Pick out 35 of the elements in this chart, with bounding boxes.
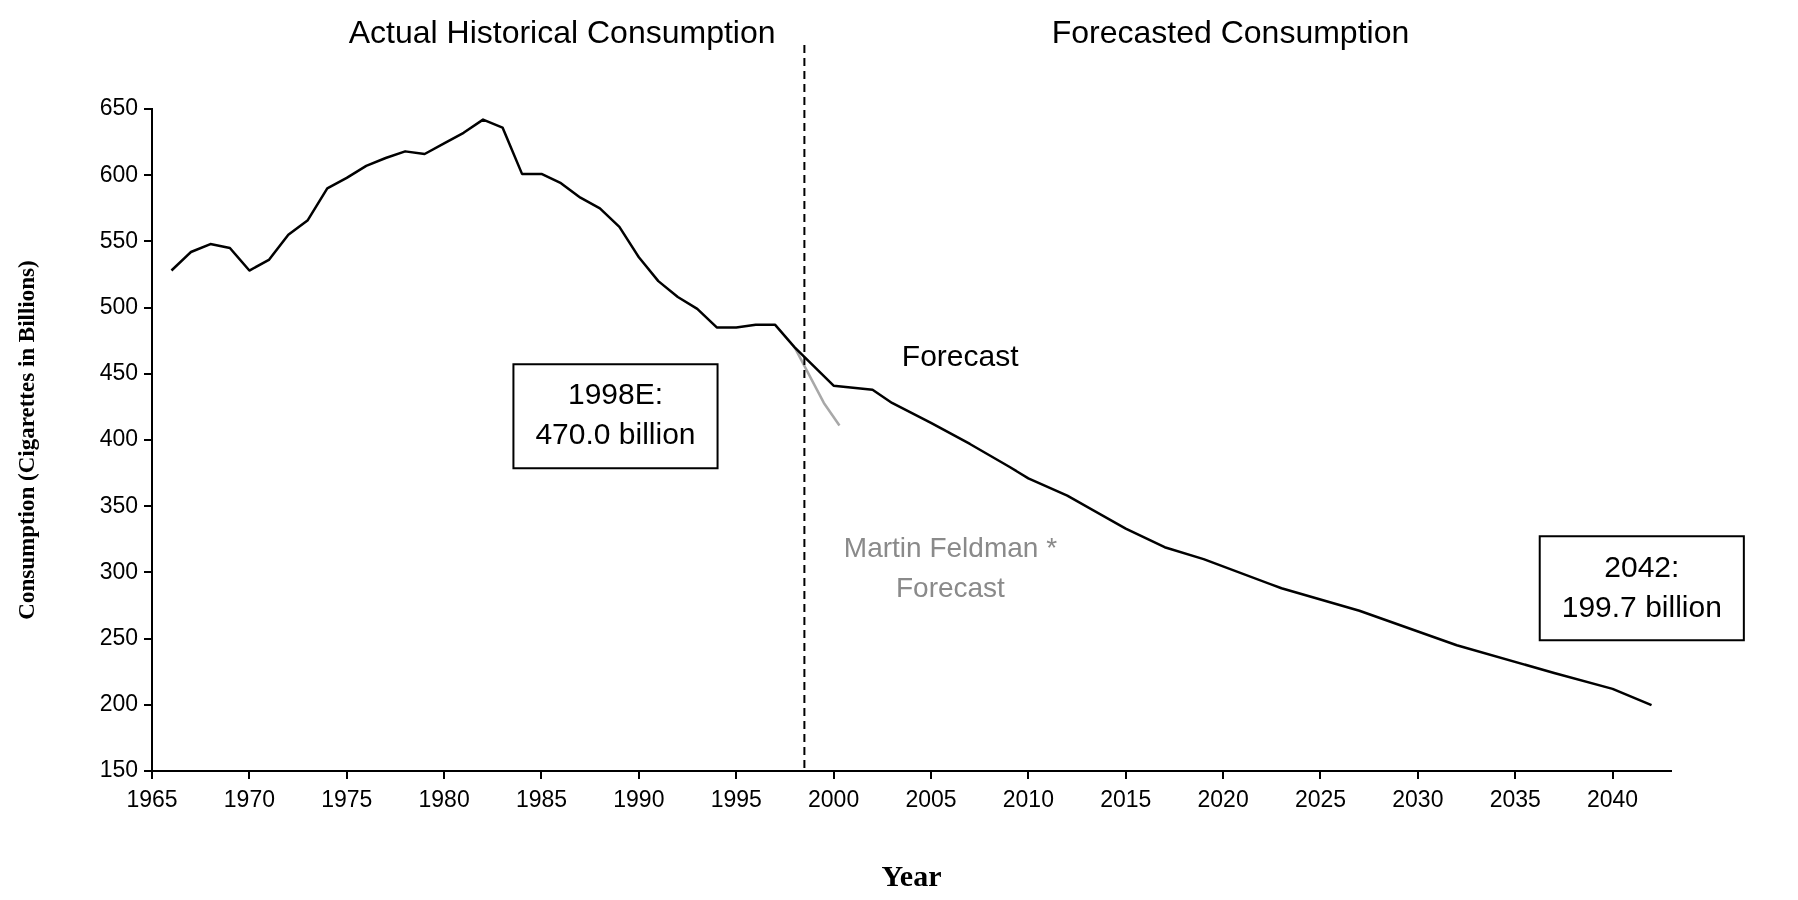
y-tick-label: 650 xyxy=(99,94,138,121)
text: Actual Historical Consumption xyxy=(348,13,776,50)
y-tick-label: 200 xyxy=(99,690,138,717)
x-tick-label: 2035 xyxy=(1489,786,1541,813)
annotation: Martin Feldman * Forecast xyxy=(843,532,1058,604)
annotation: Forecast xyxy=(901,339,1020,373)
x-tick-label: 2040 xyxy=(1586,786,1639,813)
y-tick-label: 450 xyxy=(99,359,138,386)
x-tick-label: 1975 xyxy=(321,786,373,813)
y-tick-label: 300 xyxy=(99,557,138,584)
y-tick-label: 250 xyxy=(99,623,138,650)
y-axis-title: Consumption (Cigarettes in Billions) xyxy=(13,260,39,620)
annotation: 1998E: 470.0 billion xyxy=(535,377,696,451)
x-tick-label: 1970 xyxy=(223,786,275,813)
x-tick-label: 2030 xyxy=(1392,786,1444,813)
x-tick-label: 1965 xyxy=(126,786,178,813)
x-tick-label: 2020 xyxy=(1197,786,1249,813)
x-tick-label: 1990 xyxy=(613,786,665,813)
x-tick-label: 2000 xyxy=(808,786,860,813)
text: Forecasted Consumption xyxy=(1051,13,1410,50)
y-tick-label: 400 xyxy=(99,425,138,452)
x-tick-label: 2010 xyxy=(1002,786,1054,813)
y-tick-label: 600 xyxy=(99,160,138,187)
x-axis-title: Year xyxy=(881,858,942,892)
y-tick-label: 350 xyxy=(99,491,138,518)
x-tick-label: 1985 xyxy=(515,786,568,813)
x-tick-label: 2015 xyxy=(1100,786,1152,813)
x-tick-label: 2005 xyxy=(905,786,957,813)
y-tick-label: 150 xyxy=(99,756,138,783)
y-tick-label: 500 xyxy=(99,292,138,319)
x-tick-label: 1995 xyxy=(710,786,762,813)
x-tick-label: 1980 xyxy=(418,786,470,813)
y-tick-label: 550 xyxy=(99,226,138,253)
x-tick-label: 2025 xyxy=(1294,786,1347,813)
annotation: 2042: 199.7 billion xyxy=(1561,549,1722,623)
